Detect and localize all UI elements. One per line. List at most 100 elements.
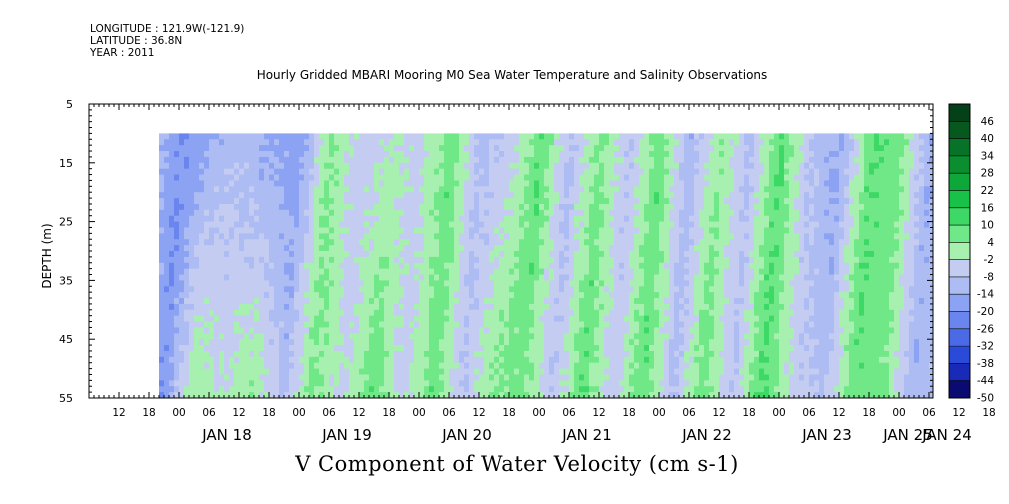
- heatmap-cell: [589, 262, 595, 270]
- heatmap-cell: [449, 268, 455, 275]
- heatmap-cell: [589, 333, 595, 340]
- heatmap-cell: [529, 380, 535, 387]
- heatmap-cell: [604, 139, 610, 146]
- heatmap-cell: [274, 233, 280, 240]
- heatmap-cell: [199, 192, 205, 199]
- heatmap-cell: [394, 227, 400, 234]
- heatmap-cell: [554, 327, 560, 334]
- heatmap-cell: [524, 356, 530, 364]
- heatmap-cell: [274, 174, 280, 181]
- heatmap-cell: [309, 209, 315, 217]
- heatmap-cell: [459, 286, 465, 293]
- heatmap-cell: [189, 198, 195, 205]
- heatmap-cell: [169, 386, 175, 393]
- heatmap-cell: [474, 162, 480, 170]
- heatmap-cell: [179, 133, 185, 140]
- heatmap-cell: [329, 215, 335, 222]
- heatmap-cell: [464, 133, 470, 140]
- heatmap-cell: [199, 292, 205, 299]
- heatmap-cell: [519, 386, 525, 393]
- heatmap-cell: [529, 192, 535, 199]
- heatmap-cell: [664, 180, 670, 187]
- heatmap-cell: [269, 280, 275, 287]
- heatmap-cell: [354, 133, 360, 140]
- heatmap-cell: [424, 286, 430, 293]
- heatmap-cell: [699, 268, 705, 275]
- heatmap-cell: [374, 251, 380, 258]
- heatmap-cell: [634, 298, 640, 305]
- heatmap-cell: [224, 333, 230, 340]
- heatmap-cell: [504, 227, 510, 234]
- heatmap-cell: [449, 151, 455, 158]
- heatmap-cell: [634, 262, 640, 270]
- heatmap-cell: [544, 345, 550, 352]
- heatmap-cell: [234, 362, 240, 369]
- heatmap-cell: [444, 280, 450, 287]
- heatmap-cell: [389, 192, 395, 199]
- heatmap-cell: [234, 203, 240, 211]
- heatmap-cell: [539, 168, 545, 175]
- heatmap-cell: [274, 180, 280, 187]
- heatmap-cell: [474, 245, 480, 252]
- heatmap-cell: [329, 245, 335, 252]
- heatmap-cell: [354, 245, 360, 252]
- heatmap-cell: [614, 392, 620, 398]
- heatmap-cell: [674, 186, 680, 193]
- heatmap-cell: [694, 162, 700, 170]
- heatmap-cell: [164, 280, 170, 287]
- heatmap-cell: [274, 168, 280, 175]
- heatmap-cell: [189, 168, 195, 175]
- heatmap-cell: [294, 309, 300, 317]
- heatmap-cell: [664, 192, 670, 199]
- heatmap-cell: [554, 368, 560, 375]
- heatmap-cell: [629, 209, 635, 217]
- heatmap-cell: [564, 245, 570, 252]
- heatmap-cell: [509, 339, 515, 346]
- heatmap-cell: [219, 151, 225, 158]
- heatmap-cell: [324, 139, 330, 146]
- heatmap-cell: [294, 151, 300, 158]
- heatmap-cell: [574, 215, 580, 222]
- heatmap-cell: [459, 374, 465, 381]
- heatmap-cell: [529, 303, 535, 311]
- latitude-label: LATITUDE : 36.8N: [90, 35, 183, 47]
- heatmap-cell: [574, 356, 580, 364]
- heatmap-cell: [454, 380, 460, 387]
- heatmap-cell: [584, 380, 590, 387]
- heatmap-cell: [479, 203, 485, 211]
- heatmap-cell: [254, 133, 260, 140]
- heatmap-cell: [159, 386, 165, 393]
- heatmap-cell: [609, 209, 615, 217]
- heatmap-cell: [484, 239, 490, 246]
- heatmap-cell: [664, 262, 670, 270]
- heatmap-cell: [424, 162, 430, 170]
- heatmap-cell: [484, 133, 490, 140]
- heatmap-cell: [614, 180, 620, 187]
- heatmap-cell: [289, 386, 295, 393]
- heatmap-cell: [674, 274, 680, 281]
- heatmap-cell: [214, 356, 220, 364]
- heatmap-cell: [159, 215, 165, 222]
- heatmap-cell: [294, 380, 300, 387]
- heatmap-cell: [554, 180, 560, 187]
- heatmap-cell: [669, 192, 675, 199]
- heatmap-cell: [434, 327, 440, 334]
- heatmap-cell: [564, 309, 570, 317]
- heatmap-cell: [494, 186, 500, 193]
- heatmap-cell: [544, 262, 550, 270]
- heatmap-cell: [469, 151, 475, 158]
- heatmap-cell: [489, 198, 495, 205]
- heatmap-cell: [379, 368, 385, 375]
- heatmap-cell: [479, 298, 485, 305]
- heatmap-cell: [444, 292, 450, 299]
- heatmap-cell: [504, 209, 510, 217]
- heatmap-cell: [659, 356, 665, 364]
- heatmap-cell: [259, 392, 265, 398]
- heatmap-cell: [369, 380, 375, 387]
- heatmap-cell: [404, 339, 410, 346]
- heatmap-cell: [404, 280, 410, 287]
- heatmap-cell: [284, 392, 290, 398]
- heatmap-cell: [659, 350, 665, 358]
- heatmap-cell: [639, 186, 645, 193]
- heatmap-cell: [379, 180, 385, 187]
